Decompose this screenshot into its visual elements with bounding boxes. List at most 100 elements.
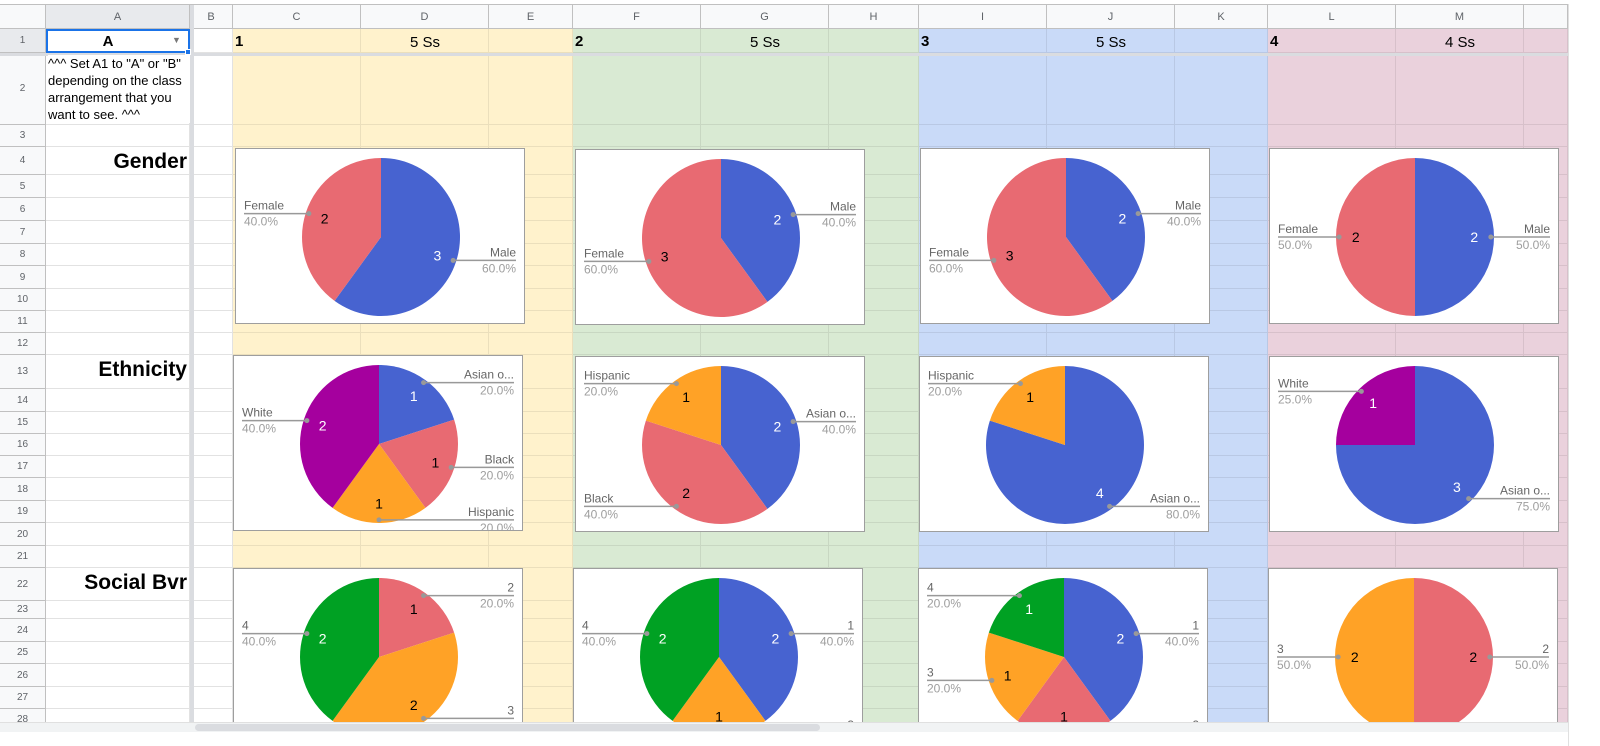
column-header-H[interactable]: H [829,5,919,29]
cell[interactable] [829,311,919,333]
cell[interactable] [1268,333,1396,355]
column-header-A[interactable]: A [46,5,190,29]
cell[interactable] [829,175,919,198]
cell[interactable] [919,546,1047,568]
cell[interactable] [829,389,919,412]
cell[interactable] [573,546,701,568]
cell[interactable] [190,266,233,289]
cell[interactable] [190,709,233,722]
cell[interactable] [573,125,701,147]
cell[interactable] [190,568,233,601]
row-header-6[interactable]: 6 [0,198,46,221]
cell[interactable] [1524,523,1568,546]
cell[interactable] [489,478,573,501]
horizontal-scrollbar-thumb[interactable] [195,724,820,731]
row-header-12[interactable]: 12 [0,333,46,355]
vertical-scrollbar[interactable] [1568,4,1600,746]
cell[interactable] [489,501,573,523]
cell[interactable] [829,523,919,546]
pie-chart-social-bvr-group-3[interactable]: 2 1 40.0% 1 2 1 3 20.0% 1 4 20.0% [918,568,1208,722]
cell[interactable] [190,434,233,456]
cell[interactable] [46,478,190,501]
cell[interactable] [46,289,190,311]
cell[interactable] [919,53,1047,125]
cell[interactable] [489,546,573,568]
cell[interactable] [1175,523,1268,546]
cell[interactable] [489,175,573,198]
cell[interactable] [233,333,361,355]
cell[interactable] [489,289,573,311]
cell[interactable] [1175,125,1268,147]
cell[interactable] [46,355,190,389]
column-header-C[interactable]: C [233,5,361,29]
cell[interactable] [46,266,190,289]
pie-chart-gender-group-4[interactable]: 2 Male 50.0% 2 Female 50.0% [1269,148,1559,324]
cell[interactable] [1175,456,1268,478]
cell[interactable] [489,568,573,601]
cell[interactable] [829,29,919,53]
cell[interactable] [1047,333,1175,355]
cell[interactable] [701,125,829,147]
row-header-4[interactable]: 4 [0,147,46,175]
row-header-8[interactable]: 8 [0,244,46,266]
row-header-2[interactable]: 2 [0,53,46,125]
cell-a1-selected[interactable] [46,29,190,53]
cell[interactable] [190,619,233,642]
column-header-K[interactable]: K [1175,5,1268,29]
cell[interactable] [489,125,573,147]
row-header-13[interactable]: 13 [0,355,46,389]
cell[interactable] [1047,523,1175,546]
cell[interactable] [190,664,233,687]
cell[interactable] [1175,478,1268,501]
cell[interactable] [829,456,919,478]
cell[interactable] [573,333,701,355]
cell[interactable] [1175,687,1268,709]
row-header-5[interactable]: 5 [0,175,46,198]
cell[interactable] [1175,221,1268,244]
cell[interactable] [1524,546,1568,568]
frozen-column-divider[interactable] [190,5,194,722]
cell[interactable] [1268,29,1396,53]
cell[interactable] [46,198,190,221]
cell[interactable] [489,53,573,125]
cell[interactable] [1175,642,1268,664]
cell[interactable] [1268,53,1396,125]
cell[interactable] [829,412,919,434]
cell[interactable] [1268,125,1396,147]
pie-chart-ethnicity-group-1[interactable]: 1 Asian o... 20.0% 1 Black 20.0% 1 Hispanic 20.0… [233,355,523,531]
cell[interactable] [701,333,829,355]
cell[interactable] [829,501,919,523]
cell[interactable] [46,619,190,642]
pie-chart-ethnicity-group-3[interactable]: 4 Asian o... 80.0% 1 Hispanic 20.0% [919,356,1209,532]
row-header-19[interactable]: 19 [0,501,46,523]
cell[interactable] [190,687,233,709]
cell[interactable] [190,198,233,221]
cell[interactable] [573,53,701,125]
cell[interactable] [361,523,489,546]
cell[interactable] [46,709,190,722]
column-header-M[interactable]: M [1396,5,1524,29]
column-header-F[interactable]: F [573,5,701,29]
column-header-N[interactable] [1524,5,1568,29]
column-header-L[interactable]: L [1268,5,1396,29]
pie-chart-social-bvr-group-2[interactable]: 2 1 40.0% 1 3 2 4 40.0% [573,568,863,722]
cell[interactable] [829,244,919,266]
cell[interactable] [489,619,573,642]
cell[interactable] [489,355,573,389]
cell[interactable] [1175,709,1268,722]
cell[interactable] [190,412,233,434]
row-header-21[interactable]: 21 [0,546,46,568]
cell[interactable] [361,546,489,568]
cell[interactable] [190,523,233,546]
cell[interactable] [46,434,190,456]
cell[interactable] [46,389,190,412]
row-header-26[interactable]: 26 [0,664,46,687]
row-header-16[interactable]: 16 [0,434,46,456]
cell[interactable] [1175,412,1268,434]
cell[interactable] [829,478,919,501]
row-header-1[interactable]: 1 [0,29,46,53]
cell[interactable] [1175,198,1268,221]
cell[interactable] [489,642,573,664]
cell[interactable] [190,333,233,355]
cell[interactable] [46,412,190,434]
